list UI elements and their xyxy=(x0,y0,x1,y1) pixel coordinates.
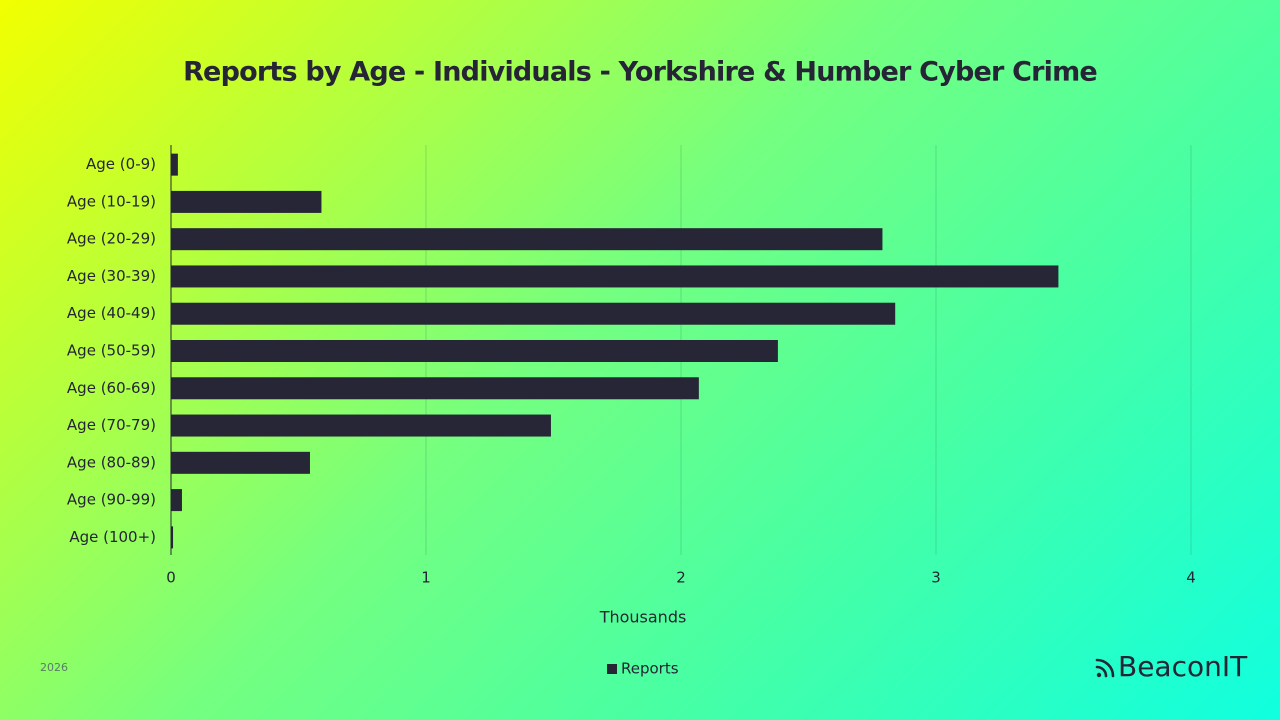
x-tick-label: 3 xyxy=(931,569,941,587)
bar xyxy=(171,190,322,213)
bar xyxy=(171,228,883,251)
y-tick-label: Age (30-39) xyxy=(67,267,156,285)
y-tick-label: Age (50-59) xyxy=(67,342,156,360)
chart-title: Reports by Age - Individuals - Yorkshire… xyxy=(183,57,1097,88)
y-tick-label: Age (100+) xyxy=(69,528,156,546)
y-tick-label: Age (80-89) xyxy=(67,453,156,471)
bar xyxy=(171,451,310,474)
bar xyxy=(171,526,174,549)
y-tick-label: Age (60-69) xyxy=(67,379,156,397)
bar xyxy=(171,153,178,176)
bar xyxy=(171,489,182,512)
y-tick-label: Age (40-49) xyxy=(67,304,156,322)
x-tick-label: 2 xyxy=(676,569,686,587)
bar xyxy=(171,265,1059,288)
bar xyxy=(171,302,896,325)
footer-brand: BeaconIT xyxy=(1118,650,1248,683)
bar xyxy=(171,340,778,362)
footer-year: 2026 xyxy=(40,661,68,674)
bar xyxy=(171,377,699,400)
y-tick-label: Age (20-29) xyxy=(67,230,156,248)
y-tick-label: Age (90-99) xyxy=(67,491,156,509)
bar xyxy=(171,414,551,437)
legend-swatch xyxy=(607,664,617,674)
x-tick-label: 0 xyxy=(166,569,176,587)
legend-label: Reports xyxy=(621,660,679,678)
x-axis-label: Thousands xyxy=(599,608,687,627)
y-tick-label: Age (10-19) xyxy=(67,192,156,210)
x-tick-label: 1 xyxy=(421,569,431,587)
brand-icon xyxy=(1095,658,1115,678)
y-tick-label: Age (70-79) xyxy=(67,416,156,434)
y-tick-label: Age (0-9) xyxy=(86,155,156,173)
x-tick-label: 4 xyxy=(1186,569,1196,587)
